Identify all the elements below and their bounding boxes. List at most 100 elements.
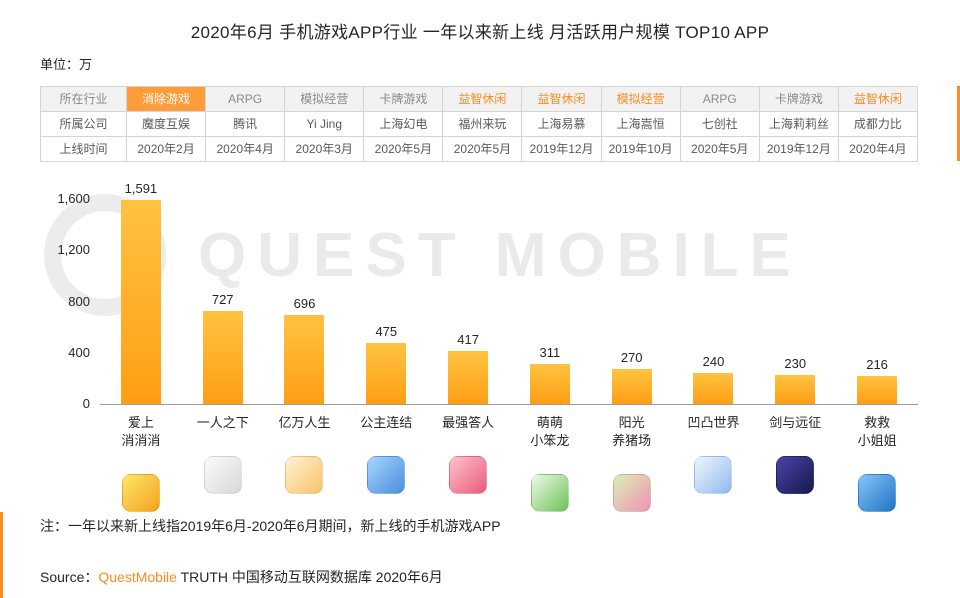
table-cell: 益智休闲 [443,87,523,112]
bar-column: 240 [673,178,755,404]
table-cell: 益智休闲 [522,87,602,112]
y-axis-tick-label: 1,600 [57,191,90,206]
x-axis-labels: 爱上 消消消 一人之下 亿万人生 公主连结 最强答人 萌萌 小笨龙 阳光 养猪场 凹凸世界 剑与远征 救… [100,414,918,512]
bar-column: 270 [591,178,673,404]
app-icon-jiujiu-xiaojiejie [858,474,897,512]
category-column: 萌萌 小笨龙 [509,414,591,512]
table-cell: 模拟经营 [601,87,681,112]
table-cell: 魔度互娱 [127,112,207,137]
table-cell: 2020年4月 [838,137,918,162]
table-cell: 模拟经营 [285,87,365,112]
source-brand: QuestMobile [98,569,177,585]
bar-value-label: 216 [866,357,888,373]
bar-column: 1,591 [100,178,182,404]
app-icon-mengmeng-xiaobenlong [530,474,569,512]
table-cell: 上海幻电 [364,112,444,137]
bar [284,314,325,404]
app-icon-yiwan-rensheng [285,456,324,494]
y-axis-tick-label: 800 [68,293,90,309]
table-cell: 腾讯 [206,112,286,137]
table-cell: 益智休闲 [838,87,918,112]
bar [529,364,570,404]
bar [448,350,489,404]
app-icon-jianyu-yuanzheng [776,456,815,494]
table-cell: 上海易慕 [522,112,602,137]
app-icon-gongzhu-lianjie [367,456,406,494]
table-cell: 2019年12月 [759,137,839,162]
category-label: 最强答人 [442,415,495,430]
table-cell: 卡牌游戏 [759,87,839,112]
bar [202,310,243,404]
table-cell: Yi Jing [285,112,365,137]
app-icon-yiren-zhixia [203,456,242,494]
category-column: 亿万人生 [264,414,346,512]
category-label: 一人之下 [196,415,249,430]
table-cell: 卡牌游戏 [364,87,444,112]
table-cell: 2020年5月 [680,137,760,162]
bar-column: 417 [427,178,509,404]
bar-column: 230 [754,178,836,404]
category-column: 一人之下 [182,414,264,512]
category-label: 阳光 养猪场 [612,415,652,448]
category-column: 公主连结 [345,414,427,512]
table-cell: 2020年5月 [364,137,444,162]
y-axis-tick-label: 0 [82,396,90,411]
watermark-text: QUEST MOBILE [198,220,802,290]
table-cell: ARPG [680,87,760,112]
table-row-header: 上线时间 [41,137,127,162]
y-axis-tick-label: 1,200 [57,242,90,258]
left-edge-accent-bar [0,512,3,598]
bar-value-label: 1,591 [124,181,158,197]
unit-label: 单位：万 [40,57,93,72]
table-cell: 2020年5月 [443,137,523,162]
table-cell: 2019年10月 [601,137,681,162]
bar-value-label: 727 [211,291,234,307]
table-cell: 2020年3月 [285,137,365,162]
table-cell: 2020年2月 [127,137,207,162]
bar-column: 696 [264,178,346,404]
category-column: 剑与远征 [754,414,836,512]
bar [366,343,407,404]
page-title: 2020年6月 手机游戏APP行业 一年以来新上线 月活跃用户规模 TOP10 … [190,23,770,42]
category-label: 凹凸世界 [687,415,740,430]
table-cell: 2019年12月 [522,137,602,162]
source-suffix: TRUTH 中国移动互联网数据库 2020年6月 [176,569,443,585]
category-column: 凹凸世界 [673,414,755,512]
bar-column: 727 [182,178,264,404]
bar [120,200,161,404]
category-column: 阳光 养猪场 [591,414,673,512]
bar-value-label: 475 [375,324,398,340]
table-cell: 福州来玩 [443,112,523,137]
app-icon-aishang-xiaoxiaoxiao [121,474,160,512]
category-label: 剑与远征 [769,415,822,430]
bar [775,374,816,404]
app-info-table: 所在行业 消除游戏 ARPG 模拟经营 卡牌游戏 益智休闲 益智休闲 模拟经营 ARPG 卡牌游戏… [40,86,918,162]
category-column: 最强答人 [427,414,509,512]
x-axis-baseline [100,404,918,405]
source-line: Source：QuestMobile TRUTH 中国移动互联网数据库 2020… [40,567,443,587]
bar-series: 1,591 727 696 475 417 311 270 240 230 216 [100,178,918,404]
table-cell: 消除游戏 [127,87,207,112]
y-axis-tick-label: 400 [68,344,90,360]
category-label: 萌萌 小笨龙 [530,415,570,448]
table-cell: 2020年4月 [206,137,286,162]
bar-value-label: 240 [702,354,725,370]
table-cell: 上海嵩恒 [601,112,681,137]
bar-value-label: 270 [620,350,643,366]
source-prefix: Source： [40,569,99,585]
table-cell: ARPG [206,87,286,112]
bar-value-label: 230 [784,355,807,371]
category-label: 公主连结 [360,415,413,430]
table-row-header: 所属公司 [41,112,127,137]
bar [857,376,898,404]
table-cell: 成都力比 [838,112,918,137]
bar-value-label: 696 [293,295,316,311]
category-label: 救救 小姐姐 [857,415,897,448]
app-icon-zuiqiang-daren [449,456,488,494]
category-column: 救救 小姐姐 [836,414,918,512]
bar-value-label: 311 [539,345,561,361]
bar-column: 311 [509,178,591,404]
category-label: 亿万人生 [278,415,331,430]
bar [611,369,652,404]
